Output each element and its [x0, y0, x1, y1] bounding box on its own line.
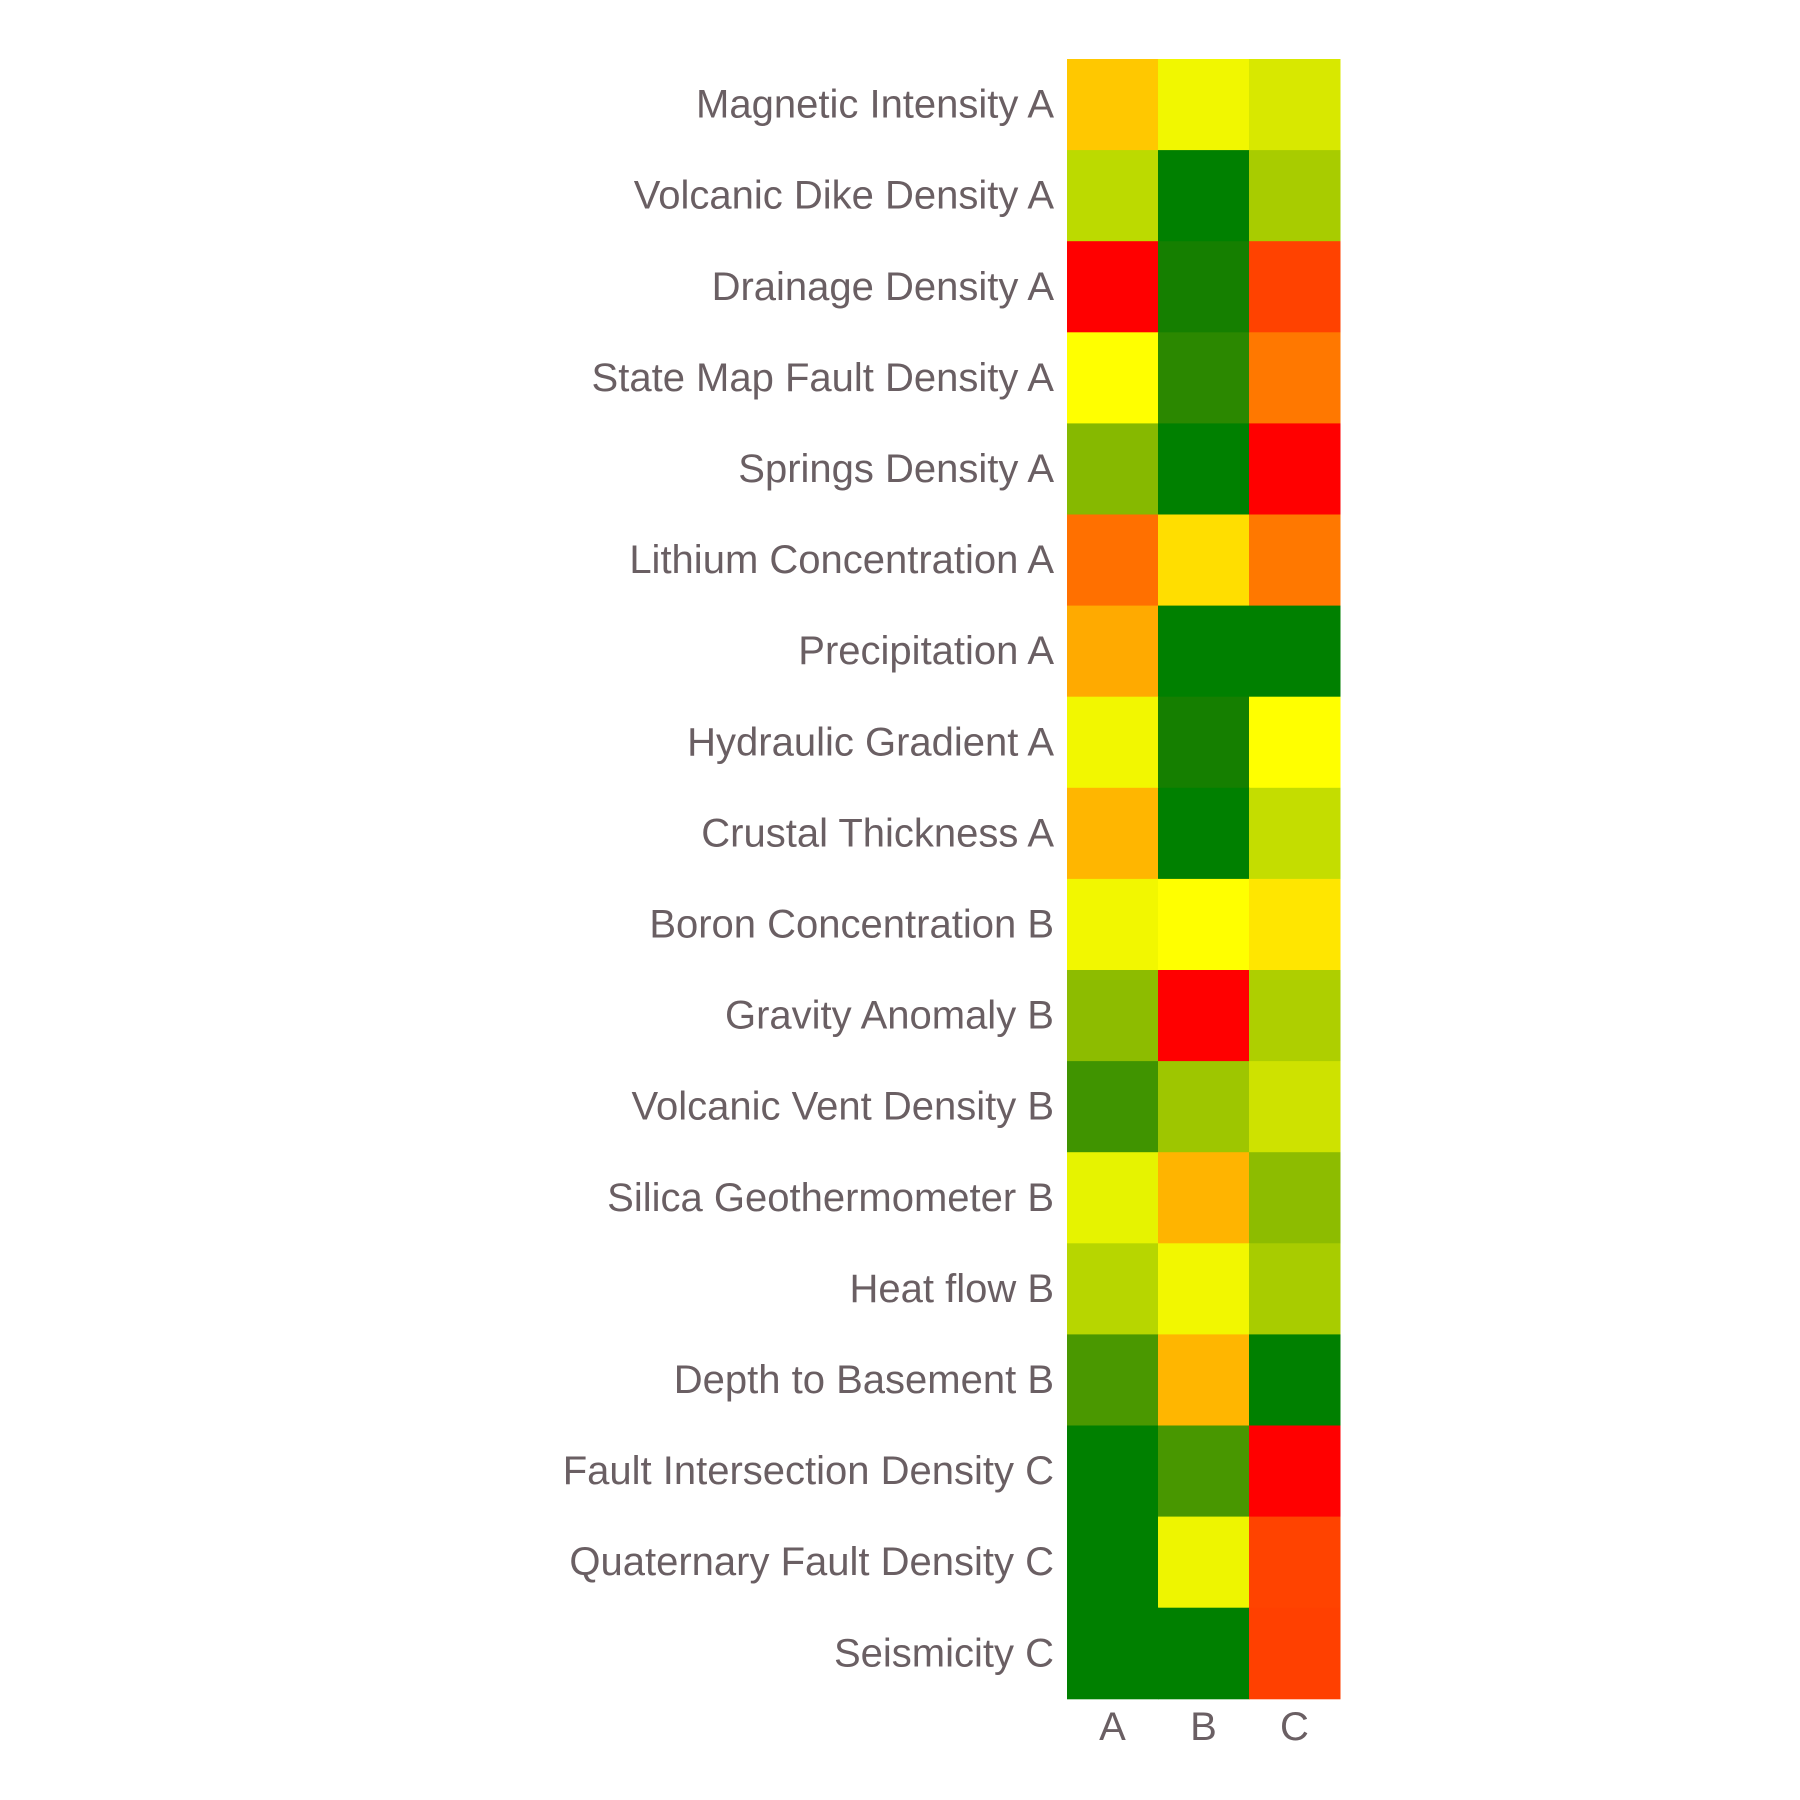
- heatmap-cell: [1158, 970, 1250, 1062]
- heatmap-cell: [1158, 1425, 1250, 1518]
- row-label: Depth to Basement B: [674, 1358, 1054, 1402]
- heatmap-cell: [1249, 59, 1341, 151]
- row-labels: Magnetic Intensity A Volcanic Dike Densit…: [563, 83, 1055, 1676]
- heatmap-cell: [1249, 241, 1341, 333]
- heatmap-cell: [1249, 514, 1341, 607]
- heatmap-cell: [1158, 787, 1250, 880]
- heatmap-cell: [1067, 878, 1159, 971]
- heatmap-cell: [1249, 1516, 1341, 1609]
- heatmap-cell: [1067, 1061, 1159, 1153]
- heatmap-cell: [1249, 150, 1341, 242]
- heatmap-cell: [1067, 1425, 1159, 1518]
- row-label: Crustal Thickness A: [701, 811, 1054, 855]
- heatmap-cell: [1158, 605, 1250, 698]
- column-label: B: [1190, 1705, 1217, 1749]
- row-label: Hydraulic Gradient A: [687, 720, 1054, 764]
- heatmap-cell: [1067, 241, 1159, 333]
- heatmap-cell: [1067, 1152, 1159, 1244]
- column-label: A: [1099, 1705, 1126, 1749]
- heatmap-cell: [1158, 514, 1250, 607]
- heatmap-cell: [1158, 59, 1250, 151]
- row-label: Quaternary Fault Density C: [569, 1540, 1054, 1584]
- row-label: Volcanic Vent Density B: [632, 1085, 1054, 1129]
- heatmap-cell: [1158, 1516, 1250, 1609]
- heatmap-cell: [1067, 1607, 1159, 1700]
- heatmap-cell: [1158, 241, 1250, 333]
- heatmap-cell: [1067, 332, 1159, 424]
- row-label: Seismicity C: [834, 1631, 1054, 1675]
- heatmap-cell: [1158, 1607, 1250, 1700]
- row-label: Fault Intersection Density C: [563, 1449, 1054, 1493]
- heatmap-cells: [1067, 59, 1341, 1700]
- row-label: Lithium Concentration A: [629, 538, 1054, 582]
- heatmap-cell: [1249, 605, 1341, 698]
- row-label: Silica Geothermometer B: [607, 1176, 1054, 1220]
- heatmap-cell: [1158, 696, 1250, 789]
- heatmap-cell: [1067, 423, 1159, 515]
- heatmap-cell: [1067, 787, 1159, 880]
- row-label: Volcanic Dike Density A: [634, 174, 1055, 218]
- heatmap-cell: [1067, 1334, 1159, 1426]
- heatmap-cell: [1158, 332, 1250, 424]
- heatmap-cell: [1249, 787, 1341, 880]
- heatmap-cell: [1158, 423, 1250, 515]
- row-label: State Map Fault Density A: [592, 356, 1055, 400]
- heatmap-cell: [1067, 1243, 1159, 1335]
- column-labels: A B C: [1099, 1705, 1309, 1749]
- heatmap-cell: [1249, 1425, 1341, 1518]
- row-label: Boron Concentration B: [649, 902, 1054, 946]
- heatmap-cell: [1249, 970, 1341, 1062]
- row-label: Drainage Density A: [712, 265, 1055, 309]
- heatmap-cell: [1249, 1334, 1341, 1426]
- heatmap-cell: [1158, 1152, 1250, 1244]
- row-label: Springs Density A: [738, 447, 1054, 491]
- heatmap-cell: [1249, 423, 1341, 515]
- heatmap-cell: [1067, 970, 1159, 1062]
- heatmap-cell: [1067, 1516, 1159, 1609]
- heatmap-cell: [1249, 696, 1341, 789]
- column-label: C: [1280, 1705, 1309, 1749]
- heatmap-cell: [1158, 150, 1250, 242]
- heatmap-cell: [1249, 1152, 1341, 1244]
- heatmap-cell: [1249, 1607, 1341, 1700]
- heatmap-cell: [1158, 1243, 1250, 1335]
- heatmap-cell: [1067, 696, 1159, 789]
- heatmap-cell: [1067, 605, 1159, 698]
- heatmap-cell: [1158, 1334, 1250, 1426]
- row-label: Precipitation A: [798, 629, 1054, 673]
- heatmap-cell: [1067, 150, 1159, 242]
- heatmap-cell: [1249, 878, 1341, 971]
- heatmap-cell: [1249, 1243, 1341, 1335]
- heatmap-cell: [1249, 1061, 1341, 1153]
- heatmap-cell: [1158, 878, 1250, 971]
- heatmap-cell: [1249, 332, 1341, 424]
- heatmap-cell: [1067, 514, 1159, 607]
- heatmap-cell: [1158, 1061, 1250, 1153]
- row-label: Magnetic Intensity A: [696, 83, 1054, 127]
- row-label: Heat flow B: [849, 1267, 1054, 1311]
- heatmap-cell: [1067, 59, 1159, 151]
- row-label: Gravity Anomaly B: [725, 994, 1054, 1038]
